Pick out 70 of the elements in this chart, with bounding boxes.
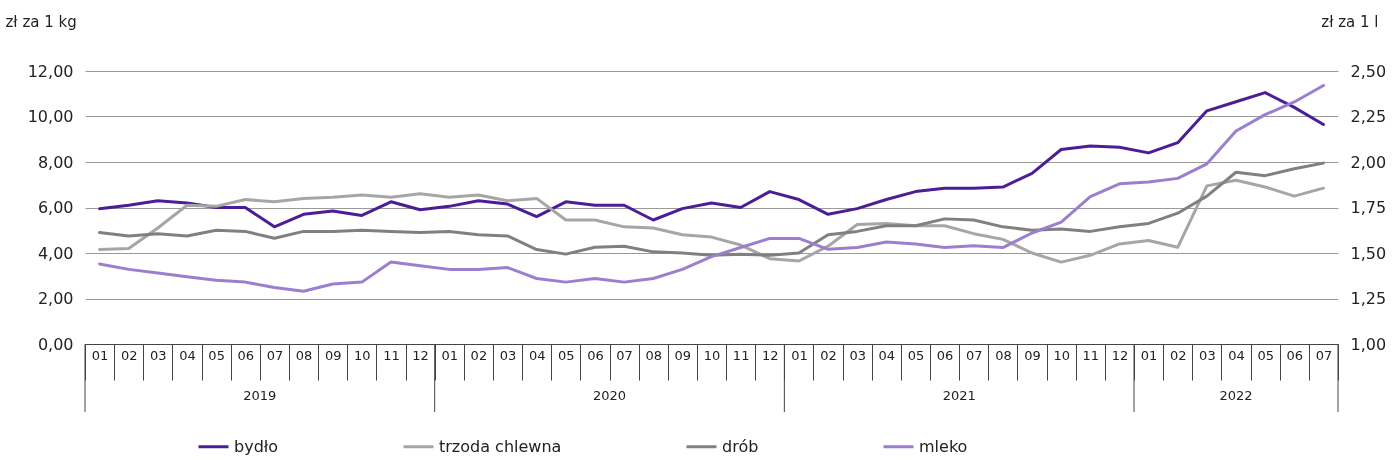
x-tick-label: 07 xyxy=(965,347,983,363)
x-tick-label: 11 xyxy=(383,347,400,363)
x-tick-label: 01 xyxy=(91,347,109,363)
x-tick-label: 11 xyxy=(1082,347,1100,363)
x-tick-label: 05 xyxy=(907,347,925,363)
x-tick-label: 10 xyxy=(1053,347,1070,363)
x-tick-label: 05 xyxy=(558,347,575,363)
text: 2020 xyxy=(592,388,627,403)
x-tick-label: 06 xyxy=(936,347,954,363)
text: 2021 xyxy=(942,388,976,403)
y-tick-label: 6,00 xyxy=(37,198,74,217)
y-tick-label: 0,00 xyxy=(37,334,74,354)
x-tick-label: 06 xyxy=(1286,347,1304,363)
y2-tick-label: 1,50 xyxy=(1350,243,1387,263)
x-tick-label: 06 xyxy=(237,347,255,363)
x-tick-label: 03 xyxy=(1199,347,1216,363)
y-axis-title: zł za 1 kg xyxy=(5,12,77,31)
x-tick-label: 01 xyxy=(1140,347,1158,363)
y-tick-label: 2,00 xyxy=(37,289,74,308)
line-series xyxy=(98,91,1325,229)
text: 2019 xyxy=(243,388,277,403)
y-tick-label: 4,00 xyxy=(37,243,74,263)
x-tick-label: 06 xyxy=(587,347,604,363)
y2-tick-label: 2,00 xyxy=(1350,152,1387,172)
x-tick-label: 12 xyxy=(1111,347,1129,363)
x-tick-label: 03 xyxy=(150,347,167,363)
y2-tick-label: 1,00 xyxy=(1350,334,1387,354)
x-tick-label: 01 xyxy=(441,347,459,363)
x-tick-label: 02 xyxy=(1169,347,1187,363)
y2-tick-label: 2,50 xyxy=(1350,61,1387,81)
x-tick-label: 12 xyxy=(412,347,429,363)
line-series xyxy=(98,161,1325,257)
x-tick-label: 09 xyxy=(674,347,692,363)
legend-label: drób xyxy=(722,436,759,456)
y2-tick-label: 1,25 xyxy=(1350,289,1387,308)
x-tick-label: 04 xyxy=(1228,347,1245,363)
x-tick-label: 08 xyxy=(995,347,1012,363)
x-tick-label: 09 xyxy=(1024,347,1041,363)
x-tick-label: 09 xyxy=(324,347,342,363)
x-tick-label: 02 xyxy=(470,347,488,363)
y2-axis-title: zł za 1 l xyxy=(1321,12,1379,31)
legend-label: mleko xyxy=(919,436,968,456)
x-tick-label: 12 xyxy=(762,347,779,363)
legend-label: bydło xyxy=(234,436,279,456)
x-tick-label: 10 xyxy=(703,347,721,363)
x-tick-label: 02 xyxy=(120,347,138,363)
x-tick-label: 02 xyxy=(820,347,837,363)
x-tick-label: 05 xyxy=(208,347,225,363)
y2-tick-label: 1,75 xyxy=(1350,198,1387,217)
x-tick-label: 03 xyxy=(499,347,517,363)
x-tick-label: 10 xyxy=(354,347,371,363)
y-tick-label: 12,00 xyxy=(27,61,74,81)
legend-label: trzoda chlewna xyxy=(439,436,562,456)
line-series xyxy=(98,84,1325,293)
x-tick-label: 04 xyxy=(528,347,546,363)
x-tick-label: 11 xyxy=(732,347,750,363)
x-tick-label: 04 xyxy=(179,347,196,363)
x-tick-label: 05 xyxy=(1257,347,1274,363)
x-tick-label: 07 xyxy=(266,347,284,363)
x-tick-label: 07 xyxy=(616,347,633,363)
y2-tick-label: 2,25 xyxy=(1350,107,1387,126)
x-tick-label: 07 xyxy=(1315,347,1333,363)
text: 2022 xyxy=(1219,388,1253,403)
x-tick-label: 04 xyxy=(878,347,896,363)
y-tick-label: 10,00 xyxy=(27,107,74,126)
x-tick-label: 08 xyxy=(645,347,662,363)
y-tick-label: 8,00 xyxy=(37,152,74,172)
x-tick-label: 08 xyxy=(295,347,313,363)
x-tick-label: 03 xyxy=(849,347,866,363)
x-tick-label: 01 xyxy=(791,347,808,363)
